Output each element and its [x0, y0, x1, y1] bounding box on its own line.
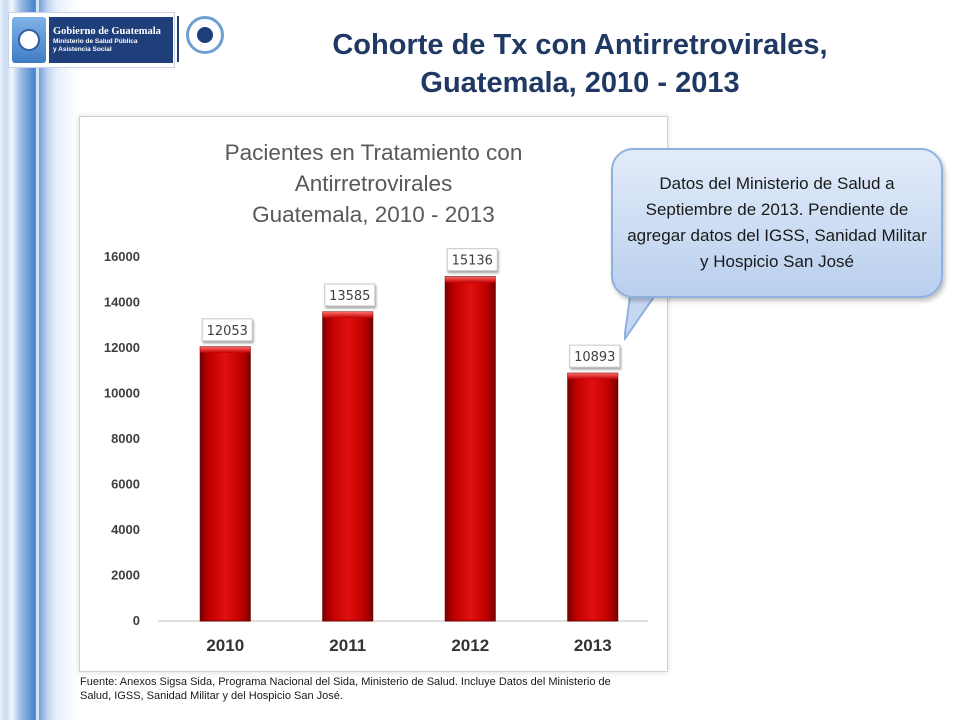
y-tick-label: 2000	[111, 568, 140, 583]
data-label: 10893	[574, 350, 615, 365]
data-label: 15136	[452, 254, 493, 269]
y-tick-label: 10000	[104, 386, 140, 401]
data-label-box	[569, 344, 621, 368]
y-tick-label: 8000	[111, 431, 140, 446]
gobierno-logo: Gobierno de Guatemala Ministerio de Salu…	[8, 12, 175, 68]
slide-title: Cohorte de Tx con Antirretrovirales, Gua…	[240, 26, 920, 102]
source-note: Fuente: Anexos Sigsa Sida, Programa Naci…	[80, 676, 611, 702]
chart-title-line3: Guatemala, 2010 - 2013	[252, 202, 495, 227]
bar-2012	[444, 276, 496, 622]
chart-title-line1: Pacientes en Tratamiento con	[224, 140, 523, 165]
y-tick-label: 16000	[104, 249, 140, 264]
y-tick-label: 0	[133, 613, 140, 628]
chart-panel: Pacientes en Tratamiento con Antirretrov…	[79, 116, 668, 672]
decorative-stripe-gap	[36, 0, 39, 720]
bar-cap-2013	[567, 373, 618, 380]
decorative-stripes	[0, 0, 78, 720]
callout-note: Datos del Ministerio de Salud a Septiemb…	[611, 148, 943, 298]
bar-2010	[199, 346, 251, 622]
gobierno-logo-line2: Ministerio de Salud Pública	[53, 38, 138, 45]
x-category-label: 2011	[329, 636, 366, 655]
chart-title-line2: Antirretrovirales	[294, 171, 453, 196]
x-category-label: 2010	[206, 636, 244, 655]
slide-title-line1: Cohorte de Tx con Antirretrovirales,	[332, 29, 828, 61]
bar-2011	[322, 311, 374, 622]
bar-chart-plot: 0 2000 4000 6000 8000 10000 12000 14000 16000 120…	[104, 248, 648, 655]
gobierno-logo-line1: Gobierno de Guatemala	[53, 26, 161, 37]
bar-cap-2010	[200, 346, 251, 353]
data-label: 12053	[207, 324, 248, 339]
callout-text: Datos del Ministerio de Salud a Septiemb…	[627, 174, 927, 271]
data-label: 13585	[329, 289, 370, 304]
y-tick-label: 14000	[104, 295, 140, 310]
coat-of-arms-icon	[12, 17, 46, 63]
y-tick-label: 6000	[111, 477, 140, 492]
x-category-label: 2012	[451, 636, 489, 655]
data-label-box	[201, 318, 253, 342]
logo-divider	[177, 16, 179, 62]
bar-2013	[567, 372, 619, 622]
gobierno-logo-text: Gobierno de Guatemala Ministerio de Salu…	[49, 17, 173, 63]
x-category-label: 2013	[574, 636, 612, 655]
data-label-box	[446, 248, 498, 272]
y-tick-label: 12000	[104, 340, 140, 355]
bar-cap-2011	[322, 311, 373, 318]
slide-title-line2: Guatemala, 2010 - 2013	[420, 67, 740, 99]
health-program-logo-icon	[186, 16, 224, 54]
bar-cap-2012	[445, 276, 496, 283]
y-tick-label: 4000	[111, 522, 140, 537]
data-label-box	[324, 283, 376, 307]
chart-title: Pacientes en Tratamiento con Antirretrov…	[80, 137, 667, 230]
gobierno-logo-line3: y Asistencia Social	[53, 46, 112, 53]
